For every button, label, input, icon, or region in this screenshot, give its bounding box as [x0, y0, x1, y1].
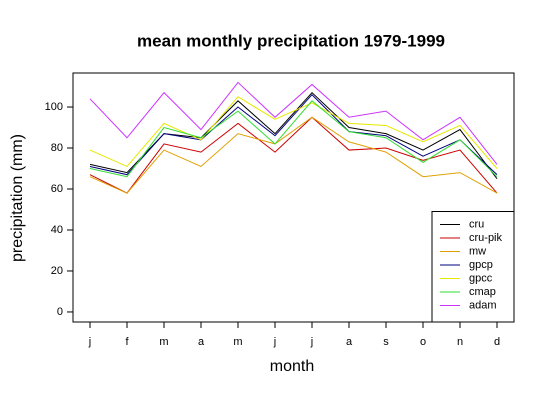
y-tick-label: 60 [51, 183, 63, 195]
plot-frame [72, 72, 515, 323]
x-tick-label: j [88, 336, 91, 348]
x-tick-label: a [198, 336, 205, 348]
x-tick-label: j [310, 336, 313, 348]
legend-label: mw [469, 245, 486, 257]
series-line [89, 116, 498, 194]
series-line [89, 96, 498, 169]
series-line [89, 81, 498, 165]
x-tick-label: m [233, 336, 242, 348]
legend-label: cru-pik [469, 232, 503, 244]
x-tick-label: o [420, 336, 426, 348]
y-tick-label: 40 [51, 224, 63, 236]
x-tick-label: s [383, 336, 389, 348]
chart-title: mean monthly precipitation 1979-1999 [137, 31, 445, 50]
x-tick-label: j [273, 336, 276, 348]
legend-box [431, 211, 515, 323]
y-tick-label: 0 [57, 306, 63, 318]
x-tick-label: m [159, 336, 168, 348]
series-line [89, 116, 498, 194]
series-line [89, 100, 498, 178]
x-tick-label: d [494, 336, 500, 348]
x-tick-label: n [457, 336, 463, 348]
y-tick-label: 100 [45, 101, 63, 113]
legend-label: adam [469, 299, 497, 311]
y-tick-label: 80 [51, 142, 63, 154]
x-tick-label: f [125, 336, 129, 348]
legend-label: cmap [469, 286, 496, 298]
x-axis-title: month [270, 358, 314, 375]
legend-label: gpcc [469, 272, 493, 284]
series-line [89, 93, 498, 176]
legend-label: cru [469, 218, 484, 230]
x-tick-label: a [346, 336, 353, 348]
legend-label: gpcp [469, 259, 493, 271]
y-axis-title: precipitation (mm) [9, 134, 26, 262]
y-tick-label: 20 [51, 265, 63, 277]
